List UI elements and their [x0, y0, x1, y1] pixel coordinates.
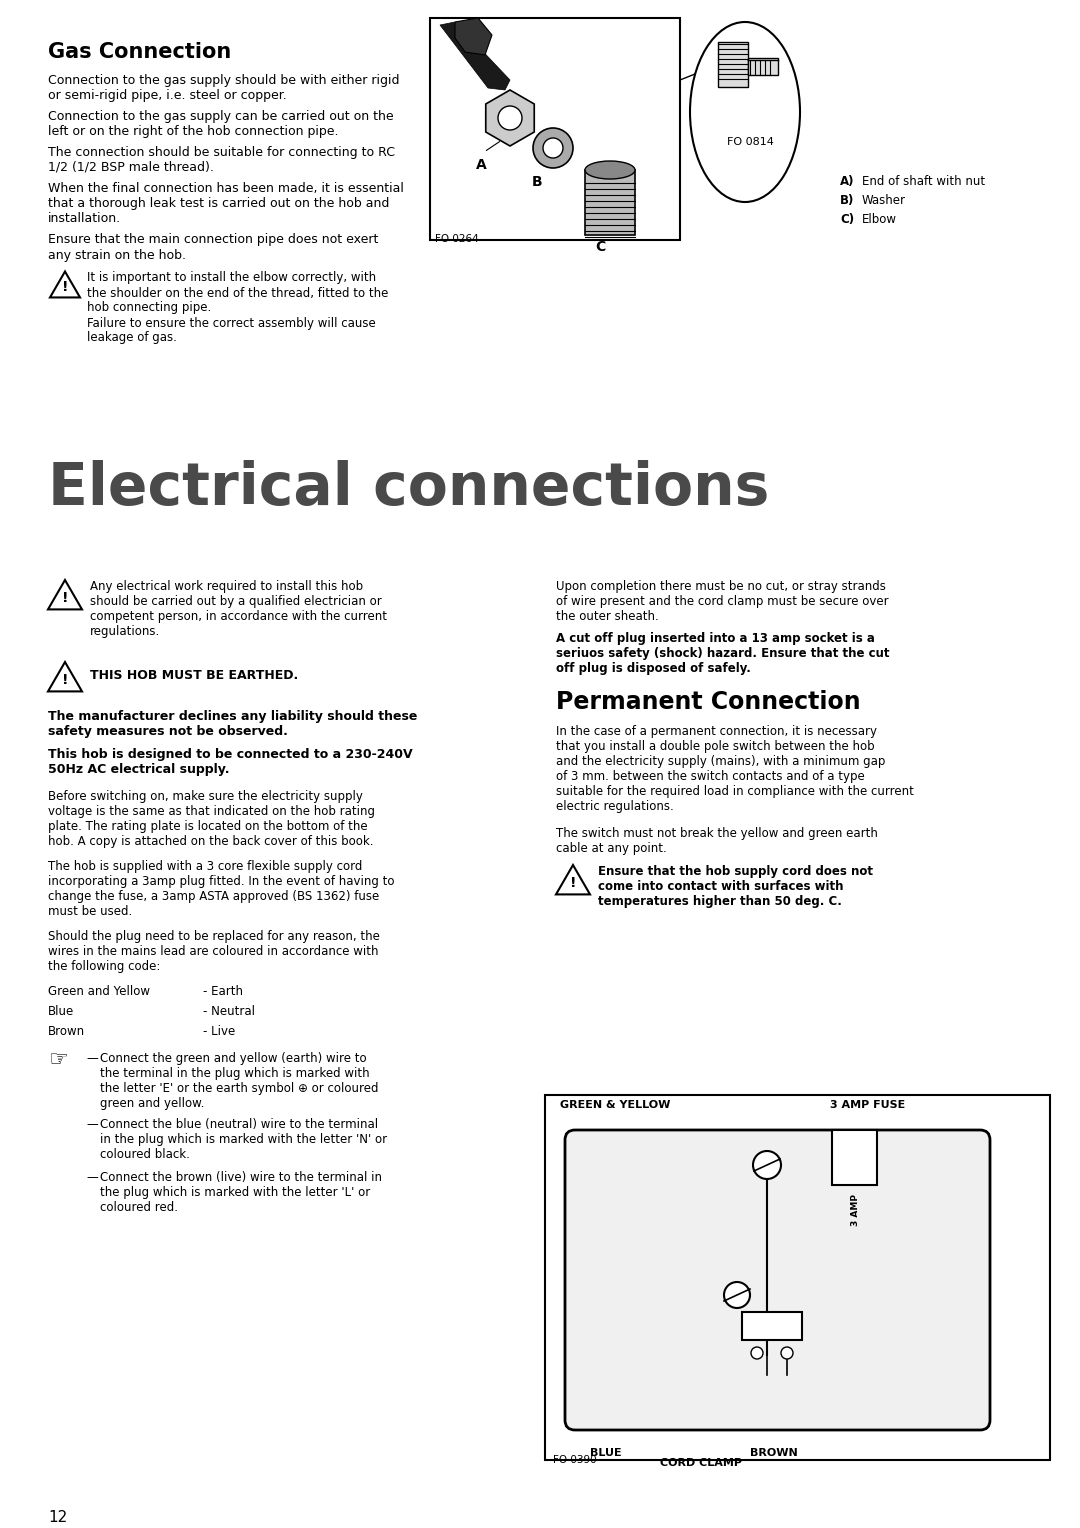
- Text: FO 0390: FO 0390: [553, 1455, 596, 1465]
- Text: Blue: Blue: [48, 1005, 75, 1018]
- Text: BLUE: BLUE: [590, 1449, 622, 1458]
- Text: —: —: [86, 1170, 98, 1184]
- Text: ☞: ☞: [48, 1050, 68, 1070]
- Text: A): A): [840, 176, 854, 188]
- Text: GREEN & YELLOW: GREEN & YELLOW: [561, 1100, 671, 1109]
- Text: C: C: [595, 240, 605, 254]
- Text: !: !: [62, 280, 68, 293]
- Text: - Neutral: - Neutral: [203, 1005, 255, 1018]
- Text: Electrical connections: Electrical connections: [48, 460, 769, 516]
- Text: !: !: [62, 672, 68, 686]
- Polygon shape: [486, 90, 535, 147]
- Text: B: B: [532, 176, 542, 189]
- Text: 12: 12: [48, 1510, 67, 1525]
- Text: !: !: [62, 591, 68, 605]
- Circle shape: [751, 1348, 762, 1358]
- Bar: [585, 170, 635, 235]
- Ellipse shape: [753, 1151, 781, 1180]
- Ellipse shape: [585, 160, 635, 179]
- Text: When the final connection has been made, it is essential
that a thorough leak te: When the final connection has been made,…: [48, 182, 404, 225]
- Text: CORD CLAMP: CORD CLAMP: [660, 1458, 742, 1468]
- Ellipse shape: [724, 1282, 750, 1308]
- FancyBboxPatch shape: [565, 1131, 990, 1430]
- Text: Connect the brown (live) wire to the terminal in: Connect the brown (live) wire to the ter…: [100, 1170, 382, 1184]
- Text: A cut off plug inserted into a 13 amp socket is a
seriuos safety (shock) hazard.: A cut off plug inserted into a 13 amp so…: [556, 633, 890, 675]
- Text: Any electrical work required to install this hob
should be carried out by a qual: Any electrical work required to install …: [90, 581, 387, 639]
- Text: Connection to the gas supply can be carried out on the
left or on the right of t: Connection to the gas supply can be carr…: [48, 110, 393, 138]
- Text: Permanent Connection: Permanent Connection: [556, 691, 861, 714]
- Text: —: —: [86, 1051, 98, 1065]
- Polygon shape: [440, 21, 510, 90]
- Text: the plug which is marked with the letter 'L' or: the plug which is marked with the letter…: [100, 1186, 370, 1199]
- Bar: [430, 18, 680, 240]
- Text: It is important to install the elbow correctly, with
the shoulder on the end of : It is important to install the elbow cor…: [87, 272, 389, 344]
- Text: Brown: Brown: [48, 1025, 85, 1038]
- Text: End of shaft with nut: End of shaft with nut: [862, 176, 985, 188]
- Text: FO 0264: FO 0264: [435, 234, 478, 244]
- Text: The hob is supplied with a 3 core flexible supply cord
incorporating a 3amp plug: The hob is supplied with a 3 core flexib…: [48, 860, 394, 918]
- Polygon shape: [455, 18, 492, 55]
- Circle shape: [498, 105, 522, 130]
- Text: Elbow: Elbow: [862, 212, 897, 226]
- Text: Washer: Washer: [862, 194, 906, 206]
- Text: B): B): [840, 194, 854, 206]
- Text: coloured black.: coloured black.: [100, 1148, 190, 1161]
- Circle shape: [543, 138, 563, 157]
- Text: - Earth: - Earth: [203, 986, 243, 998]
- Text: The switch must not break the yellow and green earth
cable at any point.: The switch must not break the yellow and…: [556, 827, 878, 856]
- Text: - Live: - Live: [203, 1025, 235, 1038]
- Circle shape: [534, 128, 573, 168]
- Text: Connection to the gas supply should be with either rigid
or semi-rigid pipe, i.e: Connection to the gas supply should be w…: [48, 73, 400, 102]
- Text: Ensure that the main connection pipe does not exert
any strain on the hob.: Ensure that the main connection pipe doe…: [48, 234, 378, 261]
- Circle shape: [781, 1348, 793, 1358]
- Text: Upon completion there must be no cut, or stray strands
of wire present and the c: Upon completion there must be no cut, or…: [556, 581, 889, 623]
- Text: The connection should be suitable for connecting to RC
1/2 (1/2 BSP male thread): The connection should be suitable for co…: [48, 147, 395, 174]
- Text: green and yellow.: green and yellow.: [100, 1097, 204, 1109]
- Text: FO 0814: FO 0814: [727, 138, 773, 147]
- Text: Before switching on, make sure the electricity supply
voltage is the same as tha: Before switching on, make sure the elect…: [48, 790, 375, 848]
- Text: Ensure that the hob supply cord does not
come into contact with surfaces with
te: Ensure that the hob supply cord does not…: [598, 865, 873, 908]
- Text: The manufacturer declines any liability should these
safety measures not be obse: The manufacturer declines any liability …: [48, 711, 417, 738]
- Text: in the plug which is marked with the letter 'N' or: in the plug which is marked with the let…: [100, 1132, 387, 1146]
- Text: 3 AMP: 3 AMP: [851, 1193, 860, 1225]
- Text: 3 AMP FUSE: 3 AMP FUSE: [831, 1100, 905, 1109]
- Text: Should the plug need to be replaced for any reason, the
wires in the mains lead : Should the plug need to be replaced for …: [48, 931, 380, 973]
- Text: the letter 'E' or the earth symbol ⊕ or coloured: the letter 'E' or the earth symbol ⊕ or …: [100, 1082, 378, 1096]
- Text: This hob is designed to be connected to a 230-240V
50Hz AC electrical supply.: This hob is designed to be connected to …: [48, 749, 413, 776]
- Bar: [748, 58, 778, 75]
- Bar: [742, 1313, 802, 1340]
- Bar: [832, 1131, 877, 1186]
- Bar: [718, 41, 748, 87]
- Text: BROWN: BROWN: [750, 1449, 798, 1458]
- Text: !: !: [570, 876, 577, 889]
- Text: THIS HOB MUST BE EARTHED.: THIS HOB MUST BE EARTHED.: [90, 669, 298, 681]
- Text: In the case of a permanent connection, it is necessary
that you install a double: In the case of a permanent connection, i…: [556, 724, 914, 813]
- Text: Gas Connection: Gas Connection: [48, 41, 231, 63]
- Text: Connect the blue (neutral) wire to the terminal: Connect the blue (neutral) wire to the t…: [100, 1118, 378, 1131]
- Ellipse shape: [690, 21, 800, 202]
- Text: A: A: [476, 157, 487, 173]
- Text: Connect the green and yellow (earth) wire to: Connect the green and yellow (earth) wir…: [100, 1051, 366, 1065]
- Text: C): C): [840, 212, 854, 226]
- Bar: [545, 1096, 1050, 1459]
- Text: the terminal in the plug which is marked with: the terminal in the plug which is marked…: [100, 1067, 369, 1080]
- Text: Green and Yellow: Green and Yellow: [48, 986, 150, 998]
- Text: coloured red.: coloured red.: [100, 1201, 178, 1215]
- Text: —: —: [86, 1118, 98, 1131]
